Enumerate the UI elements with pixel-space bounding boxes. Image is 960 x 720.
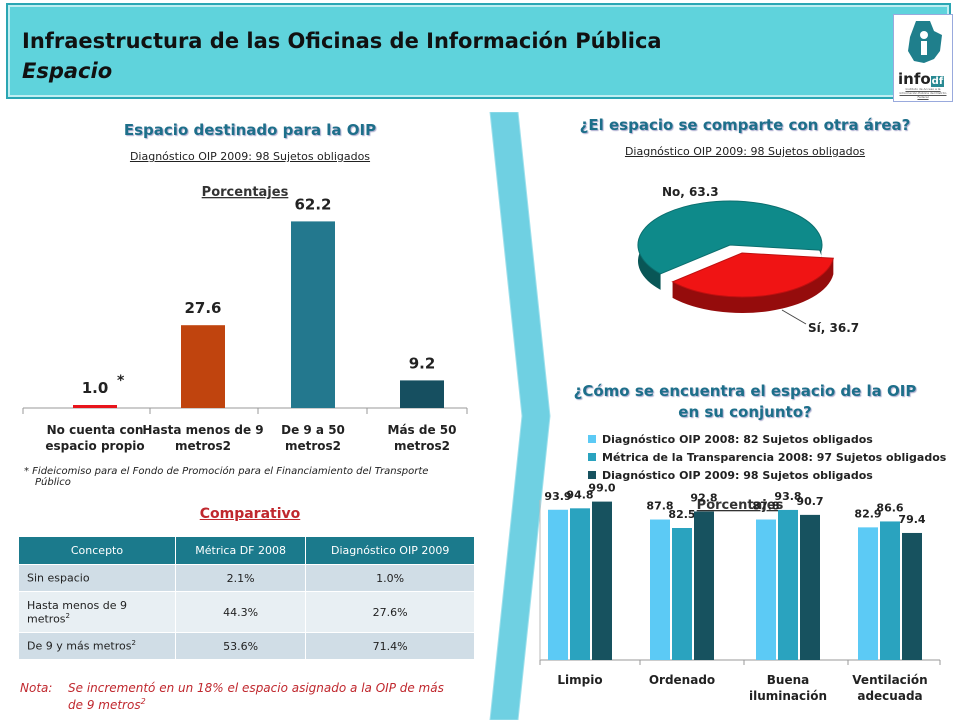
category-label: adecuada	[857, 689, 922, 703]
data-label: 87.8	[752, 500, 779, 513]
bar	[694, 511, 714, 660]
slice-top	[671, 252, 834, 298]
legend-label: Métrica de la Transparencia 2008: 97 Suj…	[602, 451, 947, 464]
bar	[400, 380, 444, 408]
logo-mark-icon	[908, 21, 942, 63]
category-label: Ventilación	[852, 673, 927, 687]
slice-side	[638, 201, 822, 290]
category-label: Hasta menos de 9	[142, 423, 263, 437]
category-label: De 9 a 50	[281, 423, 345, 437]
data-label: 1.0	[82, 379, 109, 397]
bar	[902, 532, 922, 660]
bar	[800, 514, 820, 660]
bar	[592, 501, 612, 660]
pie-subheading: Diagnóstico OIP 2009: 98 Sujetos obligad…	[624, 145, 866, 158]
bar	[672, 528, 692, 660]
pie-slice-si	[671, 252, 834, 314]
data-label: 82.5	[668, 508, 695, 521]
table-row: De 9 y más metros2 53.6% 71.4%	[18, 632, 475, 660]
legend-swatch	[588, 471, 596, 479]
category-label: metros2	[285, 439, 341, 453]
category-label: iluminación	[749, 689, 827, 703]
data-label: 99.0	[588, 482, 615, 495]
legend-swatch	[588, 435, 596, 443]
data-label: 94.8	[566, 488, 593, 501]
left-footnote: * Fideicomiso para el Fondo de Promoción…	[24, 466, 429, 488]
legend-swatch	[588, 453, 596, 461]
page-subtitle: Espacio	[22, 59, 113, 83]
data-label: 92.8	[690, 492, 717, 505]
category-label: espacio propio	[45, 439, 144, 453]
table-row: Sin espacio 2.1% 1.0%	[18, 564, 475, 592]
conditions-grouped-bar-chart: Diagnóstico OIP 2008: 82 Sujetos obligad…	[539, 433, 947, 703]
category-label: Ordenado	[649, 673, 715, 687]
bar	[548, 509, 568, 660]
slice-label-no: No, 63.3	[662, 185, 719, 199]
pie-slice-no	[637, 200, 823, 290]
space-bar-chart: Porcentajes 1.0 No cuenta con espacio propi…	[22, 185, 468, 453]
group-heading: ¿Cómo se encuentra el espacio de la OIP …	[573, 382, 917, 421]
data-label: 79.4	[898, 513, 925, 526]
chart-title: Porcentajes	[202, 185, 289, 200]
data-label: 93.9	[544, 490, 571, 503]
legend-label: Diagnóstico OIP 2008: 82 Sujetos obligad…	[602, 433, 873, 446]
category-label: metros2	[175, 439, 231, 453]
data-label: 62.2	[294, 195, 331, 213]
bar	[858, 527, 878, 660]
legend-label: Diagnóstico OIP 2009: 98 Sujetos obligad…	[602, 469, 873, 482]
slice-label-si: Sí, 36.7	[808, 321, 859, 335]
info-df-logo: infodf Instituto de Acceso a la Informac…	[893, 14, 953, 102]
shared-space-pie: No, 63.3 Sí, 36.7	[637, 185, 859, 335]
data-label: 93.8	[774, 490, 801, 503]
col-header-diagnostico: Diagnóstico OIP 2009	[305, 536, 475, 565]
bar	[181, 325, 225, 408]
col-header-metrica: Métrica DF 2008	[174, 536, 307, 565]
data-label: 82.9	[854, 507, 881, 520]
left-subheading: Diagnóstico OIP 2009: 98 Sujetos obligad…	[129, 150, 371, 163]
bar	[73, 405, 117, 408]
comparativo-title: Comparativo	[199, 506, 301, 522]
table-row: Hasta menos de 9 metros2 44.3% 27.6%	[18, 591, 475, 633]
bar	[650, 519, 670, 660]
data-label: 86.6	[876, 501, 903, 514]
slice-top	[637, 200, 823, 275]
bar	[570, 508, 590, 660]
pie-heading: ¿El espacio se comparte con otra área?	[579, 116, 911, 134]
comparison-table: Concepto Métrica DF 2008 Diagnóstico OIP…	[18, 536, 475, 660]
left-heading: Espacio destinado para la OIP	[123, 121, 377, 139]
slice-leader	[781, 309, 807, 325]
data-label: 90.7	[796, 495, 823, 508]
divider-chevron-icon	[489, 112, 551, 720]
data-label: 9.2	[409, 354, 436, 372]
bar	[756, 519, 776, 660]
data-label: 27.6	[184, 299, 221, 317]
slice-side	[672, 258, 834, 314]
category-label: Buena	[767, 673, 809, 687]
chart-title: Porcentajes	[697, 498, 784, 513]
data-label: 87.8	[646, 500, 673, 513]
page-title: Infraestructura de las Oficinas de Infor…	[22, 29, 662, 53]
category-label: Limpio	[557, 673, 602, 687]
category-label: No cuenta con	[47, 423, 144, 437]
category-label: metros2	[394, 439, 450, 453]
bar	[778, 509, 798, 660]
bar	[880, 521, 900, 660]
category-label: Más de 50	[388, 423, 457, 437]
col-header-concepto: Concepto	[18, 536, 176, 565]
footnote-marker: *	[117, 373, 125, 389]
title-banner: Infraestructura de las Oficinas de Infor…	[6, 3, 953, 102]
bar	[291, 221, 335, 408]
